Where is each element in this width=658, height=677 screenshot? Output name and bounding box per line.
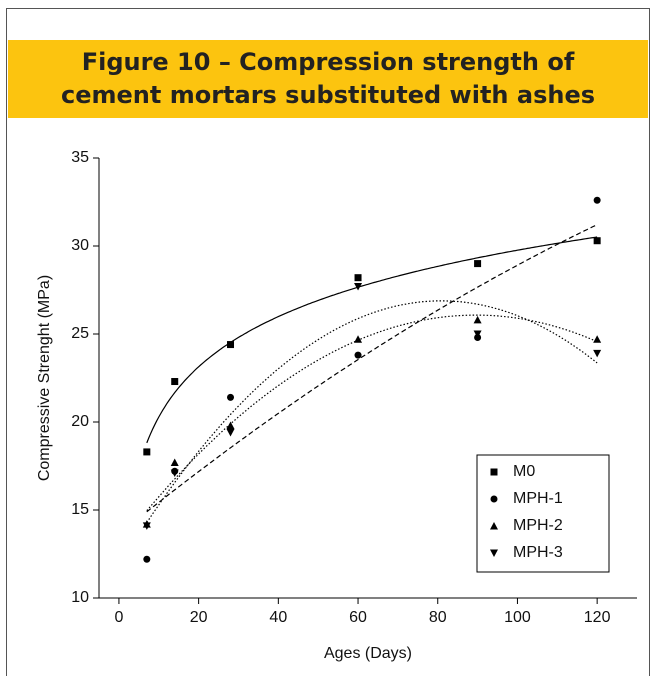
- legend-label: MPH-3: [513, 544, 563, 561]
- marker: [593, 237, 601, 245]
- y-tick-label: 15: [71, 501, 89, 518]
- y-axis-label: Compressive Strenght (MPa): [36, 275, 53, 481]
- marker: [171, 378, 179, 386]
- x-tick-label: 60: [349, 609, 367, 626]
- marker: [473, 315, 482, 324]
- figure-frame: [6, 8, 650, 676]
- marker: [354, 335, 363, 343]
- marker: [170, 458, 179, 466]
- marker: [143, 555, 151, 563]
- legend-box: [476, 454, 610, 573]
- y-tick-label: 10: [71, 589, 89, 606]
- marker: [226, 421, 235, 430]
- marker: [474, 260, 482, 268]
- marker: [593, 335, 602, 343]
- figure-title: Figure 10 – Compression strength of ceme…: [8, 40, 648, 118]
- marker: [354, 282, 363, 291]
- x-axis-label: Ages (Days): [324, 645, 412, 662]
- y-tick-label: 30: [71, 237, 89, 254]
- legend-label: MPH-2: [513, 517, 563, 534]
- marker: [142, 522, 151, 530]
- legend-marker: [490, 522, 498, 530]
- marker: [593, 196, 601, 204]
- marker: [170, 469, 179, 478]
- trendline: [146, 224, 598, 513]
- marker: [593, 349, 602, 358]
- legend-label: MPH-1: [513, 490, 563, 507]
- legend-marker: [490, 495, 498, 503]
- y-tick-label: 20: [71, 413, 89, 430]
- trendline: [146, 236, 598, 444]
- y-tick-label: 25: [71, 325, 89, 342]
- marker: [354, 274, 362, 282]
- legend-marker: [490, 468, 498, 476]
- marker: [226, 429, 235, 437]
- legend-label: M0: [513, 463, 535, 480]
- legend-marker: [490, 549, 498, 557]
- x-tick-label: 40: [269, 609, 287, 626]
- x-tick-label: 100: [504, 609, 531, 626]
- marker: [227, 393, 235, 401]
- marker: [227, 341, 235, 349]
- trendline: [146, 300, 598, 523]
- trendline: [146, 314, 598, 512]
- marker: [354, 351, 362, 359]
- x-tick-label: 80: [429, 609, 447, 626]
- y-tick-label: 35: [71, 149, 89, 166]
- marker: [143, 448, 151, 456]
- x-tick-label: 0: [114, 609, 123, 626]
- x-tick-label: 120: [584, 609, 611, 626]
- marker: [473, 330, 482, 338]
- x-tick-label: 20: [190, 609, 208, 626]
